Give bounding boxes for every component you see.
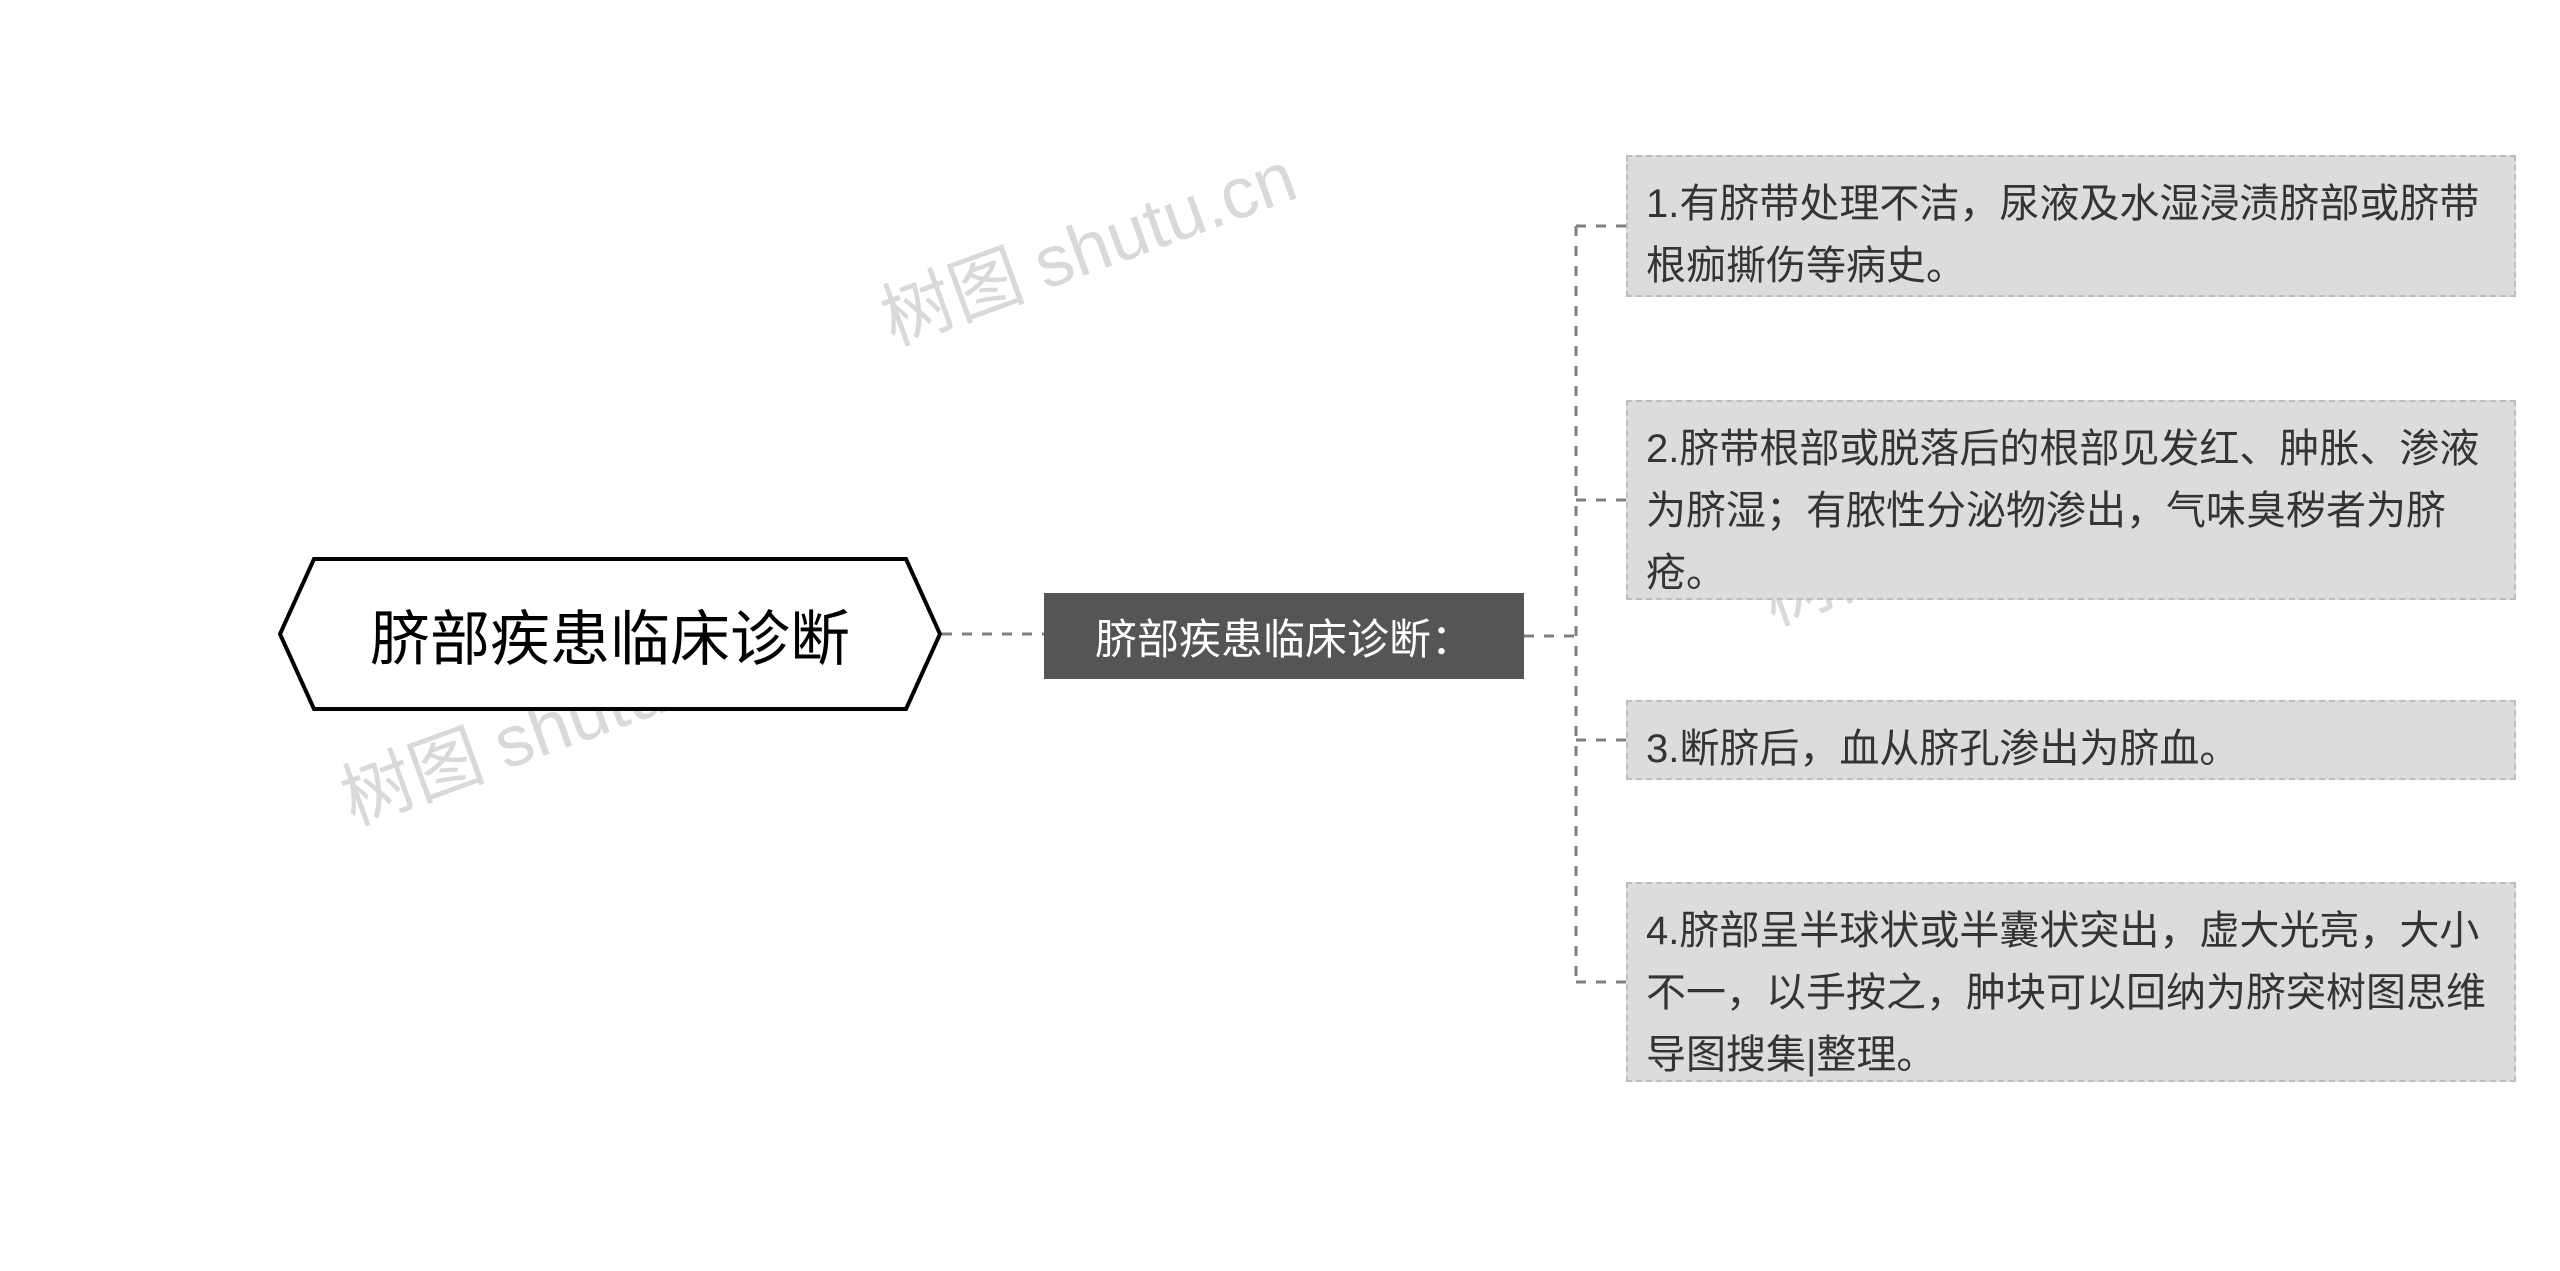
leaf-label: 2.脐带根部或脱落后的根部见发红、肿胀、渗液为脐湿；有脓性分泌物渗出，气味臭秽者… [1646,418,2496,604]
leaf-label: 3.断脐后，血从脐孔渗出为脐血。 [1646,718,2239,780]
root-node: 脐部疾患临床诊断 [278,557,942,711]
sub-label: 脐部疾患临床诊断： [1095,606,1473,667]
root-label: 脐部疾患临床诊断 [370,591,850,678]
watermark-cn: 树图 [331,710,511,841]
watermark-cn: 树图 [871,230,1051,361]
leaf-node-1: 1.有脐带处理不洁，尿液及水湿浸渍脐部或脐带根痂撕伤等病史。 [1626,155,2516,297]
leaf-node-2: 2.脐带根部或脱落后的根部见发红、肿胀、渗液为脐湿；有脓性分泌物渗出，气味臭秽者… [1626,400,2516,600]
sub-node: 脐部疾患临床诊断： [1044,593,1524,679]
leaf-node-3: 3.断脐后，血从脐孔渗出为脐血。 [1626,700,2516,780]
watermark: 树图 shutu.cn [864,118,1308,365]
leaf-label: 4.脐部呈半球状或半囊状突出，虚大光亮，大小不一，以手按之，肿块可以回纳为脐突树… [1646,900,2496,1086]
leaf-label: 1.有脐带处理不洁，尿液及水湿浸渍脐部或脐带根痂撕伤等病史。 [1646,173,2496,297]
watermark-en: shutu.cn [1023,137,1306,305]
leaf-node-4: 4.脐部呈半球状或半囊状突出，虚大光亮，大小不一，以手按之，肿块可以回纳为脐突树… [1626,882,2516,1082]
mindmap-canvas: 树图 shutu.cn 树图 shutu.cn 树图 shutu.cn 脐部疾患… [0,0,2560,1271]
